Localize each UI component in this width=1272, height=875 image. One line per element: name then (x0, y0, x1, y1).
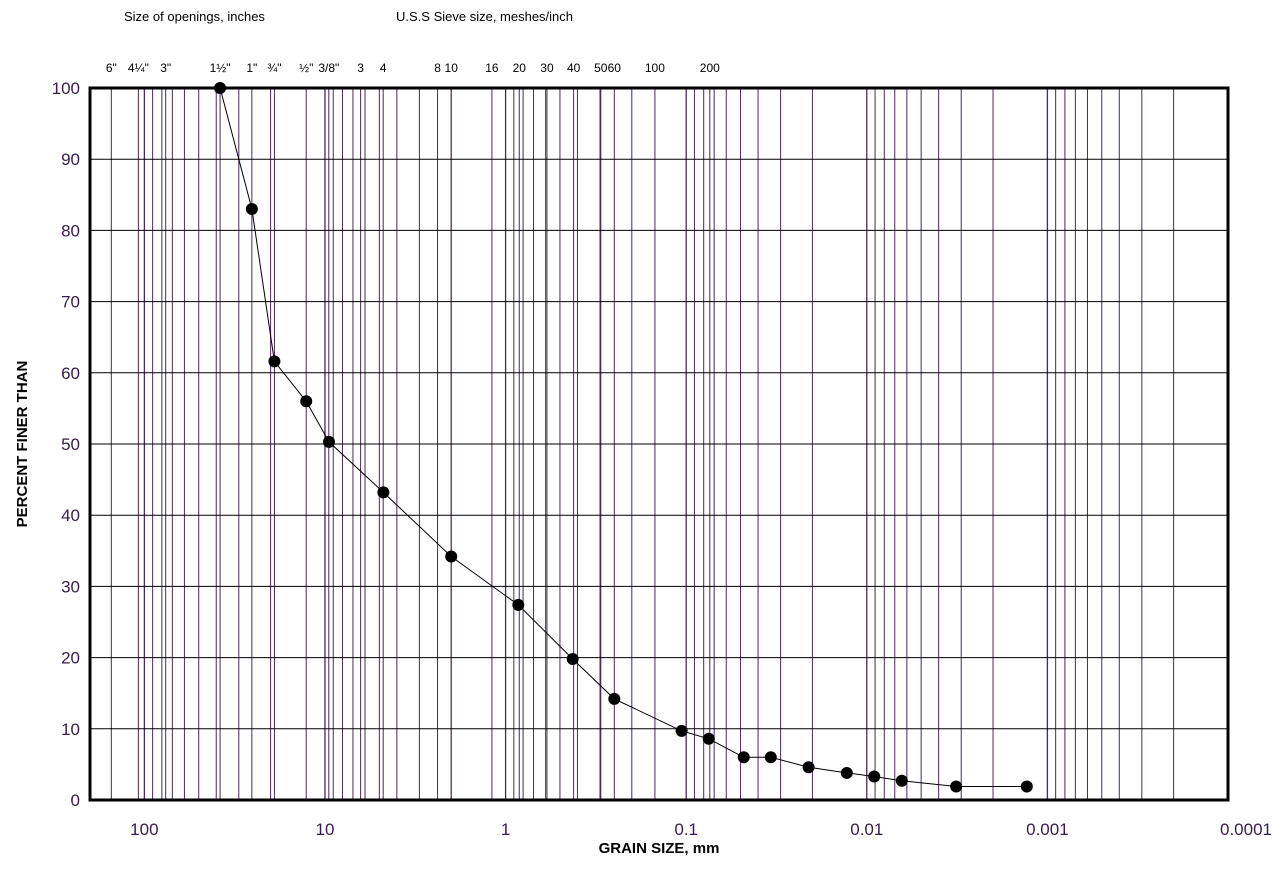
y-tick-label: 60 (61, 364, 80, 383)
sieve-tick-label: 6" (106, 61, 117, 75)
y-tick-label: 20 (61, 649, 80, 668)
y-tick-label: 90 (61, 150, 80, 169)
data-point (764, 751, 777, 764)
x-tick-label: 0.1 (674, 820, 698, 839)
data-point (840, 766, 853, 779)
data-point (895, 774, 908, 787)
sieve-tick-label: 3/8" (318, 61, 339, 75)
y-tick-label: 100 (52, 79, 80, 98)
x-tick-labels: 100 10 1 0.1 0.01 0.001 0.0001 (130, 820, 1272, 839)
x-tick-label: 0.01 (850, 820, 883, 839)
y-tick-label: 80 (61, 221, 80, 240)
x-tick-label: 0.0001 (1220, 820, 1272, 839)
data-point (675, 724, 688, 737)
data-point (802, 761, 815, 774)
data-points (214, 82, 1033, 793)
sieve-tick-label: 8 (434, 61, 441, 75)
y-tick-label: 40 (61, 506, 80, 525)
sieve-tick-label: 3 (357, 61, 364, 75)
y-tick-label: 0 (71, 791, 80, 810)
sieve-tick-label: 30 (540, 61, 554, 75)
y-tick-label: 70 (61, 293, 80, 312)
data-point (245, 203, 258, 216)
y-axis-label: PERCENT FINER THAN (14, 361, 31, 528)
data-point (950, 780, 963, 793)
openings-size-label: Size of openings, inches (124, 9, 265, 24)
y-tick-label: 50 (61, 435, 80, 454)
x-tick-label: 10 (316, 820, 335, 839)
data-point (1020, 780, 1033, 793)
y-tick-labels: 0 10 20 30 40 50 60 70 80 90 100 (52, 79, 80, 810)
sieve-tick-label: 10 (445, 61, 459, 75)
x-tick-label: 100 (130, 820, 158, 839)
x-tick-label: 1 (501, 820, 510, 839)
x-tick-label: 0.001 (1026, 820, 1069, 839)
data-point (702, 732, 715, 745)
sieve-tick-label: ¾" (267, 61, 281, 75)
y-tick-label: 10 (61, 720, 80, 739)
sieve-tick-label: ½" (299, 61, 313, 75)
plot-frame (88, 86, 1230, 802)
sieve-tick-label: 100 (645, 61, 665, 75)
sieve-tick-label: 40 (567, 61, 581, 75)
gradation-curve (219, 87, 1027, 787)
data-point (608, 692, 621, 705)
horizontal-grid (90, 87, 1228, 801)
sieve-tick-label: 60 (608, 61, 622, 75)
data-point (377, 486, 390, 499)
data-point (868, 770, 881, 783)
data-point (322, 435, 335, 448)
sieve-tick-label: 4¼" (128, 61, 149, 75)
sieve-tick-label: 50 (594, 61, 608, 75)
sieve-tick-label: 4 (380, 61, 387, 75)
data-point (445, 550, 458, 563)
y-tick-label: 30 (61, 577, 80, 596)
data-point (566, 653, 579, 666)
sieve-tick-label: 1" (246, 61, 257, 75)
data-point (737, 751, 750, 764)
sieve-size-label: U.S.S Sieve size, meshes/inch (396, 9, 574, 24)
data-point (300, 395, 313, 408)
data-point (268, 355, 281, 368)
sieve-tick-label: 16 (485, 61, 499, 75)
sieve-tick-label: 20 (513, 61, 527, 75)
x-axis-label: GRAIN SIZE, mm (599, 840, 720, 857)
sieve-tick-label: 1½" (210, 61, 231, 75)
sieve-tick-label: 3" (160, 61, 171, 75)
data-point (512, 598, 525, 611)
sieve-tick-label: 200 (700, 61, 720, 75)
sieve-tick-labels: 6" 4¼" 3" 1½" 1" ¾" ½" 3/8" 3 4 8 10 16 20 30 40 50 60 100… (106, 61, 720, 75)
